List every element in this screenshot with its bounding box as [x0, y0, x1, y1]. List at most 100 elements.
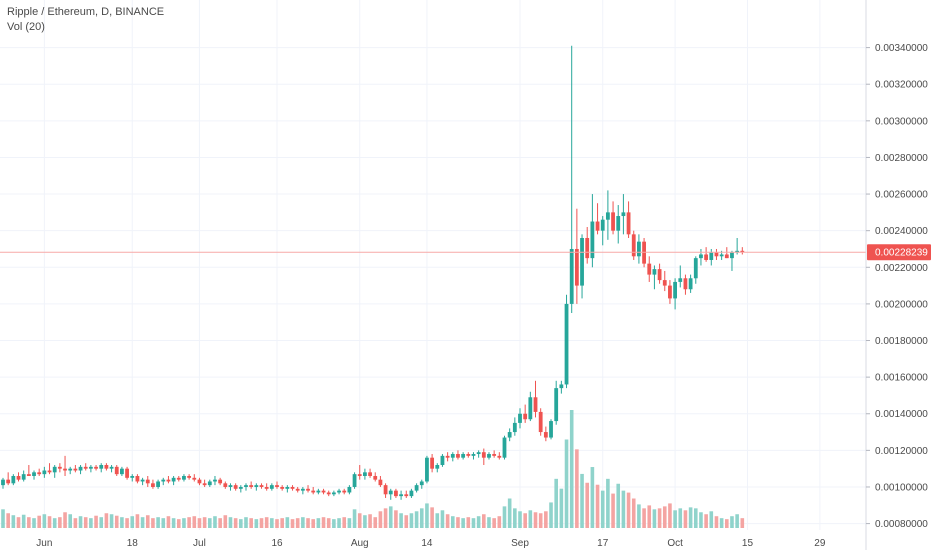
volume-bar-105 [544, 511, 548, 528]
volume-bar-108 [559, 488, 564, 528]
volume-bar-74 [383, 508, 388, 528]
volume-bar-6 [32, 518, 36, 528]
candle-body-51 [264, 486, 269, 489]
volume-bar-38 [197, 518, 202, 528]
volume-bar-94 [487, 517, 491, 528]
volume-bar-102 [528, 510, 533, 528]
price-tick-label-2: 0.00120000 [875, 446, 928, 457]
candle-body-10 [52, 466, 57, 473]
volume-bar-28 [145, 515, 150, 528]
time-tick-label-0: Jun [36, 538, 52, 549]
volume-bar-16 [83, 517, 88, 528]
candle-body-12 [63, 468, 67, 471]
volume-bar-75 [388, 506, 393, 528]
candle-body-29 [151, 483, 155, 487]
price-tick-label-12: 0.00320000 [875, 80, 928, 91]
volume-bar-139 [719, 518, 724, 528]
volume-bar-112 [580, 473, 584, 528]
price-tick-label-8: 0.00240000 [875, 226, 928, 237]
volume-bar-138 [714, 516, 719, 528]
volume-bar-85 [440, 510, 445, 528]
volume-bar-109 [564, 439, 569, 528]
volume-bar-19 [99, 517, 104, 528]
volume-bar-2 [11, 515, 16, 528]
volume-bar-45 [233, 518, 238, 528]
candle-body-141 [730, 252, 734, 259]
volume-bar-120 [621, 490, 626, 528]
candle-body-109 [564, 303, 569, 385]
candle-body-120 [621, 212, 626, 217]
candle-body-64 [331, 492, 336, 495]
time-axis[interactable]: Jun 18 Jul 16 Aug 14 Sep 17 Oct 15 29 [36, 538, 826, 549]
candle-body-41 [213, 479, 217, 482]
volume-bar-91 [471, 518, 476, 528]
volume-bar-42 [218, 518, 222, 528]
candle-body-128 [662, 280, 667, 286]
volume-bar-64 [332, 519, 336, 528]
volume-bar-3 [16, 517, 21, 528]
volume-bar-22 [114, 515, 119, 528]
time-tick-label-10: 29 [814, 538, 826, 549]
candle-body-2 [11, 475, 16, 484]
volume-bar-57 [295, 518, 300, 528]
candle-body-21 [109, 466, 114, 469]
volume-bar-107 [554, 478, 558, 528]
candle-body-65 [337, 490, 341, 493]
candlesticks [1, 45, 745, 500]
candle-body-7 [37, 472, 42, 475]
volume-bar-1 [6, 513, 10, 528]
price-axis[interactable]: 0.00080000 0.00100000 0.00120000 0.00140000… [866, 43, 928, 530]
volume-bar-79 [409, 513, 414, 528]
candle-body-63 [326, 492, 331, 495]
candle-body-8 [42, 470, 47, 475]
candle-body-93 [481, 452, 486, 458]
volume-bar-37 [192, 516, 197, 528]
volume-bar-142 [735, 514, 739, 528]
candle-body-129 [668, 285, 672, 299]
volume-bar-88 [456, 517, 460, 528]
candle-body-114 [590, 221, 595, 259]
volume-bar-46 [239, 519, 243, 528]
price-tick-label-9: 0.00260000 [875, 190, 928, 201]
candle-body-17 [88, 466, 93, 469]
candle-body-74 [383, 485, 388, 495]
volume-bar-116 [600, 490, 605, 528]
last-price-label: 0.00228239 [875, 248, 928, 259]
volume-bar-47 [244, 517, 248, 528]
candle-body-44 [228, 485, 233, 487]
candle-body-80 [414, 485, 419, 491]
volume-bar-84 [435, 513, 440, 528]
candle-body-83 [430, 457, 435, 469]
volume-bar-92 [476, 516, 481, 528]
candle-body-28 [145, 479, 150, 484]
candle-body-20 [104, 465, 109, 469]
candle-body-56 [290, 486, 295, 489]
candle-body-88 [456, 454, 460, 458]
grid-lines [0, 0, 866, 530]
candle-body-75 [388, 490, 393, 495]
volume-bar-58 [301, 517, 305, 528]
volume-bar-82 [425, 503, 429, 528]
volume-bar-56 [290, 519, 295, 528]
candle-body-11 [57, 466, 62, 469]
volume-bar-29 [151, 518, 155, 528]
candle-body-13 [68, 468, 73, 471]
volume-bar-132 [683, 510, 688, 528]
volume-bar-43 [223, 515, 228, 528]
candle-body-84 [435, 465, 440, 469]
candle-body-15 [78, 466, 83, 471]
price-tick-label-10: 0.00280000 [875, 153, 928, 164]
volume-bar-87 [450, 516, 455, 528]
volume-bar-119 [616, 483, 621, 528]
candle-body-78 [404, 494, 409, 497]
candle-body-130 [673, 281, 677, 299]
time-tick-label-3: 16 [271, 538, 283, 549]
candle-body-71 [368, 472, 372, 476]
candle-body-86 [445, 455, 450, 458]
candle-body-139 [719, 254, 724, 257]
volume-bar-59 [306, 518, 310, 528]
volume-bar-10 [52, 518, 57, 528]
price-tick-label-4: 0.00160000 [875, 373, 928, 384]
candle-body-94 [487, 454, 491, 458]
